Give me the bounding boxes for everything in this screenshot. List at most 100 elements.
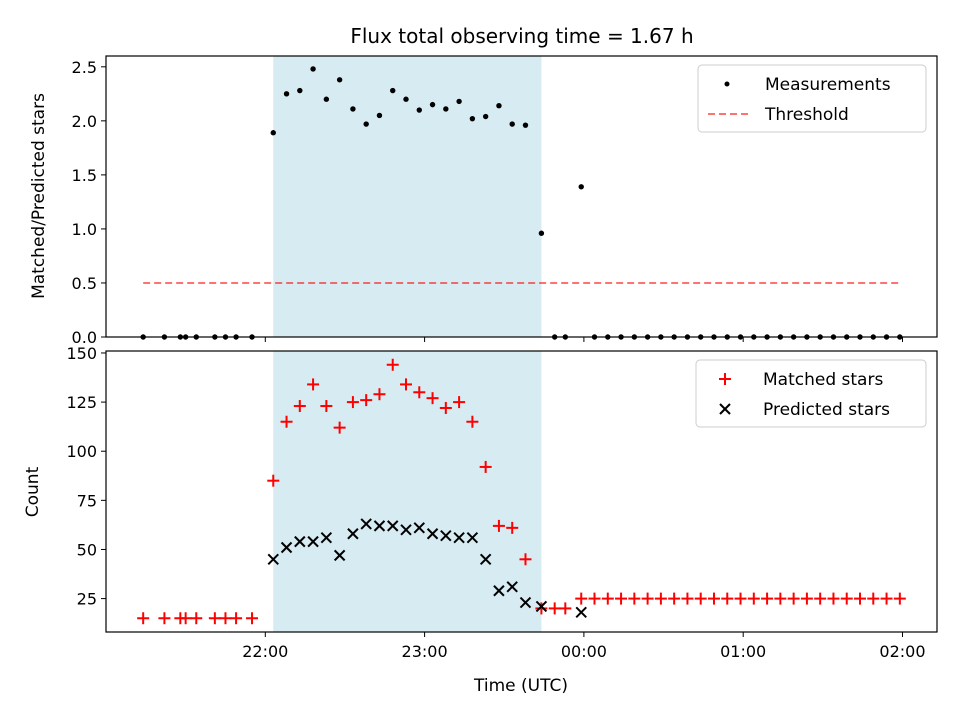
predicted-star-point [535,600,548,613]
count-x-axis-label: Time (UTC) [473,676,568,696]
measurement-point [283,91,290,97]
matched-star-point [293,400,306,413]
measurement-point [456,98,462,105]
matched-star-point [230,612,243,625]
flux-plot-frame [105,55,938,338]
legend-plus-glyph [719,373,731,385]
predicted-star-point [400,524,412,536]
measurement-point [443,106,449,112]
predicted-star-point [413,522,425,534]
matched-star-point [307,378,320,391]
matched-star-point [867,592,880,605]
measurement-point [350,106,356,112]
predicted-star-point [294,535,306,548]
count-legend: Matched stars Predicted stars [695,359,927,428]
matched-star-point [267,474,280,487]
matched-star-point [880,592,893,605]
matched-star-point [628,592,641,605]
legend-x-glyph [719,403,731,415]
matched-star-point [854,592,867,605]
predicted-star-point [267,553,279,566]
matched-star-point [694,592,707,605]
matched-star-point [179,612,192,625]
matched-star-point [280,415,293,428]
count-y-tick-label: 150 [66,344,97,363]
legend-predicted-label: Predicted stars [763,400,890,420]
flux-y-tick-label: 0.0 [72,328,97,347]
matched-star-point [466,415,479,428]
count-y-tick-label: 125 [66,393,97,412]
predicted-star-point [320,531,333,544]
flux-y-tick-label: 2.0 [72,112,97,131]
count-y-axis-label: Count [23,466,43,517]
matched-star-point [190,612,203,625]
measurement-point [482,113,489,120]
predicted-star-point [466,531,479,544]
legend-matched-label: Matched stars [763,370,883,390]
count-legend-box [695,359,927,428]
legend-threshold-label: Threshold [764,105,849,125]
matched-star-point [506,521,519,534]
matched-star-point [800,592,813,605]
matched-star-point [615,592,628,605]
matched-star-point [559,602,572,615]
matched-star-point [747,592,760,605]
matched-star-point [535,602,548,615]
measurement-point [270,130,276,136]
predicted-star-point [493,585,505,597]
measurement-point [336,77,343,83]
matched-star-point [346,396,359,409]
matched-star-point [219,612,232,625]
matched-star-point [373,388,386,401]
count-ticks: 25 50 75 100 125 150 22:00 23:00 00:00 01:00 02:00 [66,344,925,661]
legend-predicted-marker [719,403,731,415]
predicted-star-point [333,549,346,562]
matched-star-point [320,400,333,413]
measurement-point [363,121,369,127]
matched-star-point [814,592,827,605]
matched-star-point [208,612,221,625]
count-x-tick-label: 23:00 [402,642,448,661]
measurement-point [403,96,409,102]
flux-panel: 0.0 0.5 1.0 1.5 2.0 2.5 Matched/Predicted sta… [29,55,938,347]
measurement-point [538,230,545,236]
matched-star-point [787,592,800,605]
figure-title: Flux total observing time = 1.67 h [350,24,693,48]
measurement-point [509,121,515,127]
flux-y-tick-label: 0.5 [72,274,97,293]
matched-star-point [774,592,787,605]
count-y-tick-label: 100 [66,442,97,461]
matched-star-point [668,592,681,605]
matched-star-point [400,378,413,391]
matched-star-point [827,592,840,605]
predicted-star-point [347,528,359,540]
measurement-point [522,122,529,128]
matched-star-point [601,592,614,605]
flux-y-tick-label: 1.0 [72,220,97,239]
flux-y-tick-label: 1.5 [72,166,97,185]
predicted-star-point [373,520,386,532]
matched-star-point [158,612,171,625]
matched-star-point [707,592,720,605]
count-y-tick-label: 50 [77,540,97,559]
measurement-point [310,66,316,72]
measurement-point [429,101,436,108]
matched-star-point [426,392,439,405]
predicted-star-point [360,518,372,530]
matched-star-point [413,386,426,399]
predicted-star-point [440,530,452,542]
legend-measurements-marker [724,81,730,87]
matched-star-point [492,519,505,532]
measurement-point [496,103,502,109]
predicted-star-point [479,553,492,566]
matched-star-point [575,592,588,605]
predicted-star-point [426,528,439,540]
predicted-star-point [387,520,399,532]
matched-star-point [840,592,853,605]
matched-star-point [734,592,747,605]
measurement-point [578,184,584,190]
matched-star-point [548,602,561,615]
count-x-tick-label: 02:00 [879,642,925,661]
matched-star-point [246,612,259,625]
